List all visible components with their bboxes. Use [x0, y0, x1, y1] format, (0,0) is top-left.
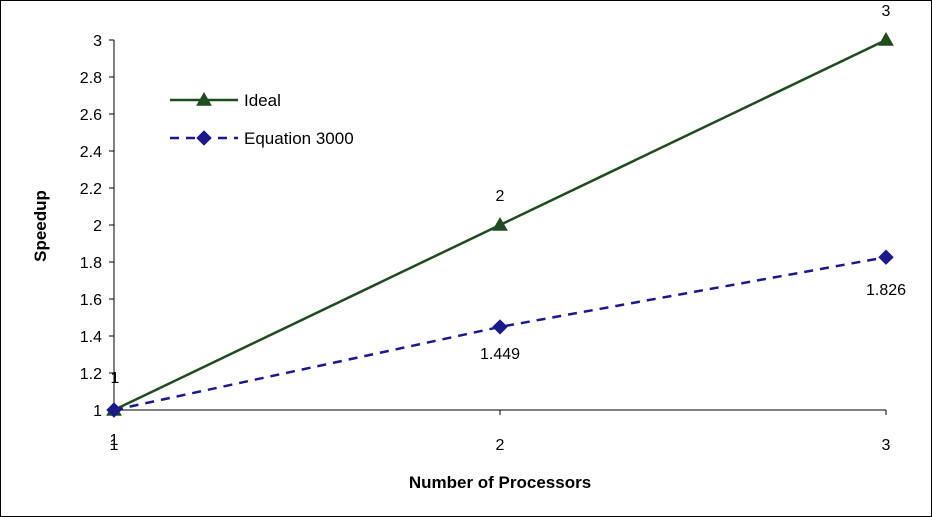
- legend-item: Equation 3000: [170, 129, 354, 148]
- y-tick-label: 2.6: [80, 107, 102, 124]
- y-axis-label: Speedup: [31, 190, 50, 262]
- legend-item: Ideal: [170, 91, 281, 110]
- data-label: 1: [110, 432, 119, 449]
- data-label: 2: [496, 188, 505, 205]
- data-point-triangle: [878, 31, 894, 46]
- y-tick-label: 1: [93, 403, 102, 420]
- series-line: [113, 255, 887, 412]
- legend-label: Ideal: [244, 91, 281, 110]
- y-tick-label: 1.6: [80, 292, 102, 309]
- y-tick-label: 2.4: [80, 144, 102, 161]
- data-label: 1: [111, 370, 120, 387]
- legend: Ideal Equation 3000: [170, 91, 354, 148]
- y-tick-label: 2: [93, 218, 102, 235]
- x-tick-label: 3: [882, 437, 891, 454]
- data-point-triangle: [492, 216, 508, 231]
- series-equation: 1 1.449 1.826: [106, 249, 906, 449]
- y-axis-ticks: 1 1.2 1.4 1.6 1.8 2 2.2 2.4 2.6 2.8 3: [80, 33, 114, 420]
- x-axis-label: Number of Processors: [409, 473, 591, 492]
- y-tick-label: 1.8: [80, 255, 102, 272]
- legend-label: Equation 3000: [244, 129, 354, 148]
- x-tick-label: 1: [110, 437, 119, 454]
- y-tick-label: 2.2: [80, 181, 102, 198]
- data-point-diamond: [878, 249, 894, 265]
- y-tick-label: 2.8: [80, 70, 102, 87]
- data-point-diamond: [196, 130, 212, 146]
- data-label: 1.826: [866, 282, 906, 299]
- x-tick-label: 2: [496, 437, 505, 454]
- y-tick-label: 1.2: [80, 366, 102, 383]
- data-point-diamond: [106, 402, 122, 418]
- data-point-diamond: [492, 319, 508, 335]
- series-layer: 1 2 3 1 1.449 1.826: [106, 3, 906, 449]
- data-point-triangle: [196, 91, 212, 106]
- y-tick-label: 3: [93, 33, 102, 50]
- y-tick-label: 1.4: [80, 329, 102, 346]
- data-label: 1.449: [480, 346, 520, 363]
- data-label: 3: [882, 3, 891, 20]
